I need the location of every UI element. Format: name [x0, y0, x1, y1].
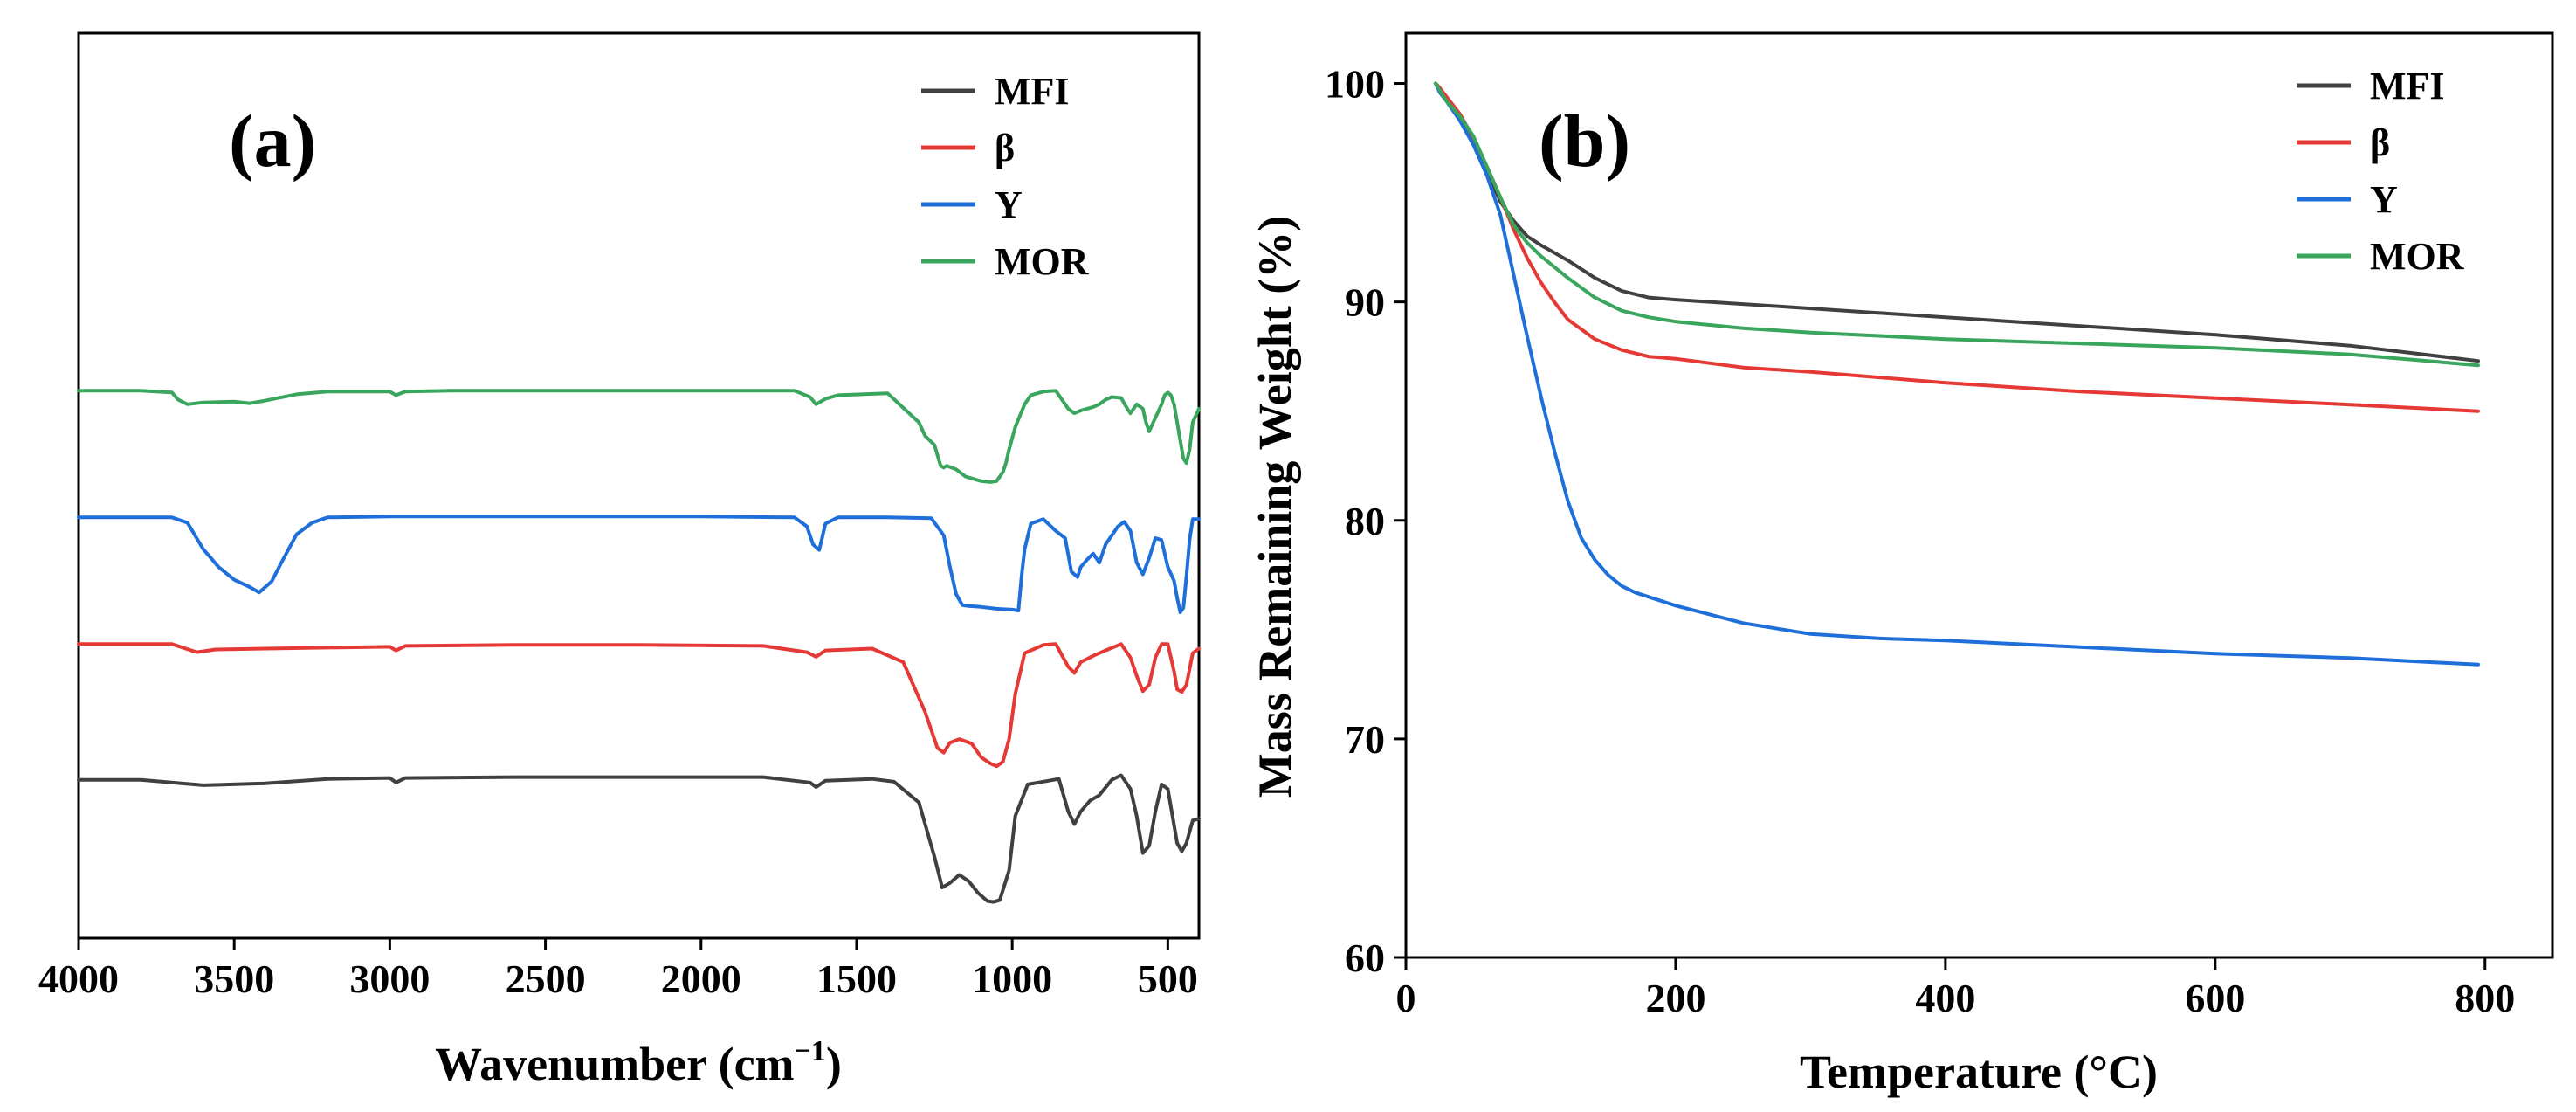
panel-b-legend-label-beta: β [2370, 121, 2390, 164]
panel-b-x-tick-label: 400 [1915, 976, 1975, 1020]
panel-a-x-tick-label: 500 [1138, 957, 1198, 1001]
panel-a-x-tick-label: 3000 [349, 957, 430, 1001]
panel-b-x-axis-title: Temperature (°C) [1800, 1046, 2158, 1098]
panel-a-legend-label-mfi: MFI [995, 70, 1070, 113]
panel-b-x-tick-label: 600 [2185, 976, 2245, 1020]
panel-b-y-tick-label: 60 [1345, 936, 1385, 980]
panel-a-series-group [77, 389, 1201, 904]
panel-a-series-beta-line [77, 642, 1201, 769]
panel-b-series-y-line [1434, 81, 2480, 667]
panel-a-x-axis-title-main: Wavenumber (cm [435, 1038, 794, 1090]
panel-b-y-tick-label: 100 [1325, 62, 1385, 107]
panel-b-label: (b) [1539, 99, 1630, 183]
panel-b-y-tick-label: 80 [1345, 499, 1385, 543]
panel-a-x-tick-label: 3500 [194, 957, 274, 1001]
panel-a-x-tick-label: 4000 [38, 957, 119, 1001]
panel-a-series-y-line [77, 515, 1201, 614]
panel-b-y-tick-label: 70 [1345, 717, 1385, 762]
panel-b-x-tick-label: 200 [1645, 976, 1705, 1020]
panel-b-x-axis-ticks: 0 200 400 600 800 [1396, 957, 2515, 1020]
panel-b-tga-chart: 0 200 400 600 800 60 70 80 90 100 (b) Temperatur… [1249, 31, 2554, 1098]
panel-a-series-mor-line [77, 389, 1201, 484]
panel-a-ftir-chart: 4000 3500 3000 2500 2000 1500 1000 500 (a) Wave… [38, 31, 1201, 1090]
panel-b-legend: MFI βY MOR [2297, 65, 2465, 278]
panel-a-legend: MFI βY MOR [921, 70, 1090, 283]
panel-a-x-axis-title: Wavenumber (cm−1) [435, 1035, 842, 1090]
panel-b-legend-label-y: Y [2370, 178, 2398, 221]
panel-b-legend-label-mfi: MFI [2370, 65, 2445, 107]
panel-a-legend-label-beta: β [995, 127, 1015, 169]
panel-a-x-axis-ticks: 4000 3500 3000 2500 2000 1500 1000 500 [38, 938, 1198, 1001]
panel-a-x-tick-label: 1500 [816, 957, 897, 1001]
panel-a-series-mfi-line [77, 773, 1201, 904]
panel-b-x-tick-label: 800 [2455, 976, 2515, 1020]
panel-b-x-tick-label: 0 [1396, 976, 1416, 1020]
panel-a-x-tick-label: 2000 [661, 957, 741, 1001]
panel-b-y-axis-title: Mass Remaining Weight (%) [1249, 216, 1301, 798]
panel-b-y-axis-ticks: 60 70 80 90 100 [1325, 62, 1406, 980]
panel-b-plot-frame [1404, 31, 2554, 959]
panel-a-x-axis-title-superscript: −1 [795, 1035, 826, 1067]
panel-b-series-group [1434, 81, 2480, 667]
panel-a-label: (a) [229, 99, 316, 183]
panel-b-y-tick-label: 90 [1345, 280, 1385, 325]
panel-a-x-tick-label: 2500 [506, 957, 586, 1001]
panel-a-plot-frame [77, 31, 1201, 940]
panel-b-series-mor-line [1434, 81, 2480, 368]
panel-a-x-tick-label: 1000 [972, 957, 1052, 1001]
panel-b-legend-label-mor: MOR [2370, 235, 2465, 278]
panel-a-legend-label-y: Y [995, 183, 1023, 226]
panel-a-legend-label-mor: MOR [995, 240, 1090, 283]
panel-a-x-axis-title-close: ) [826, 1038, 842, 1090]
